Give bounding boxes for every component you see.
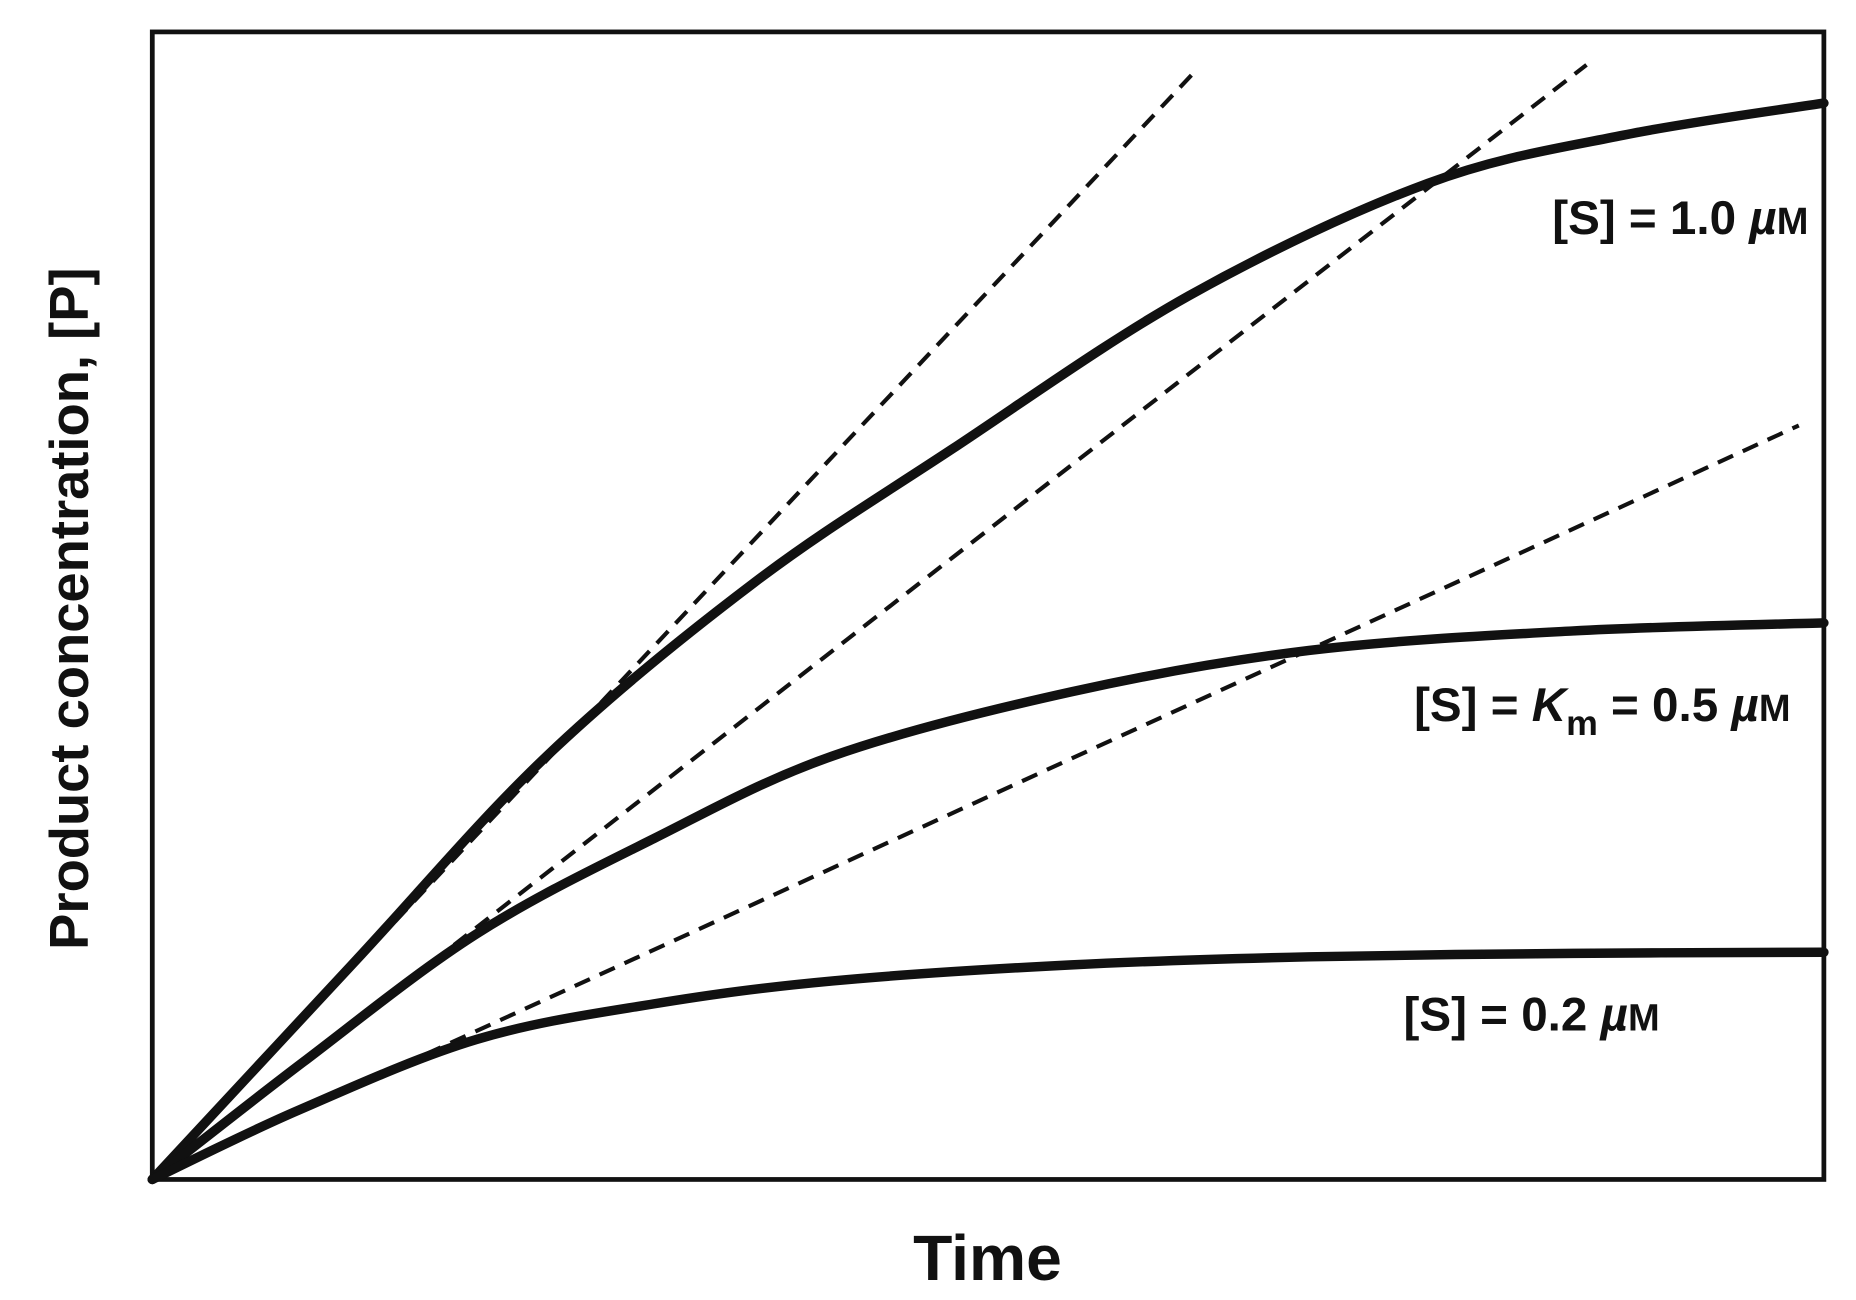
plot-frame [149, 29, 1827, 1182]
y-axis-label: Product concentration, [P] [39, 267, 100, 949]
x-axis-label: Time [913, 1222, 1062, 1294]
series-label-2: [S] = Km = 0.5 µM [1414, 679, 1790, 743]
series-label-3: [S] = 0.2 µM [1404, 989, 1660, 1042]
series-label-1: [S] = 1.0 µM [1552, 192, 1808, 245]
series-curve-2 [147, 618, 1829, 1185]
series-curve-3 [147, 947, 1829, 1185]
series-curve-1 [147, 98, 1829, 1185]
